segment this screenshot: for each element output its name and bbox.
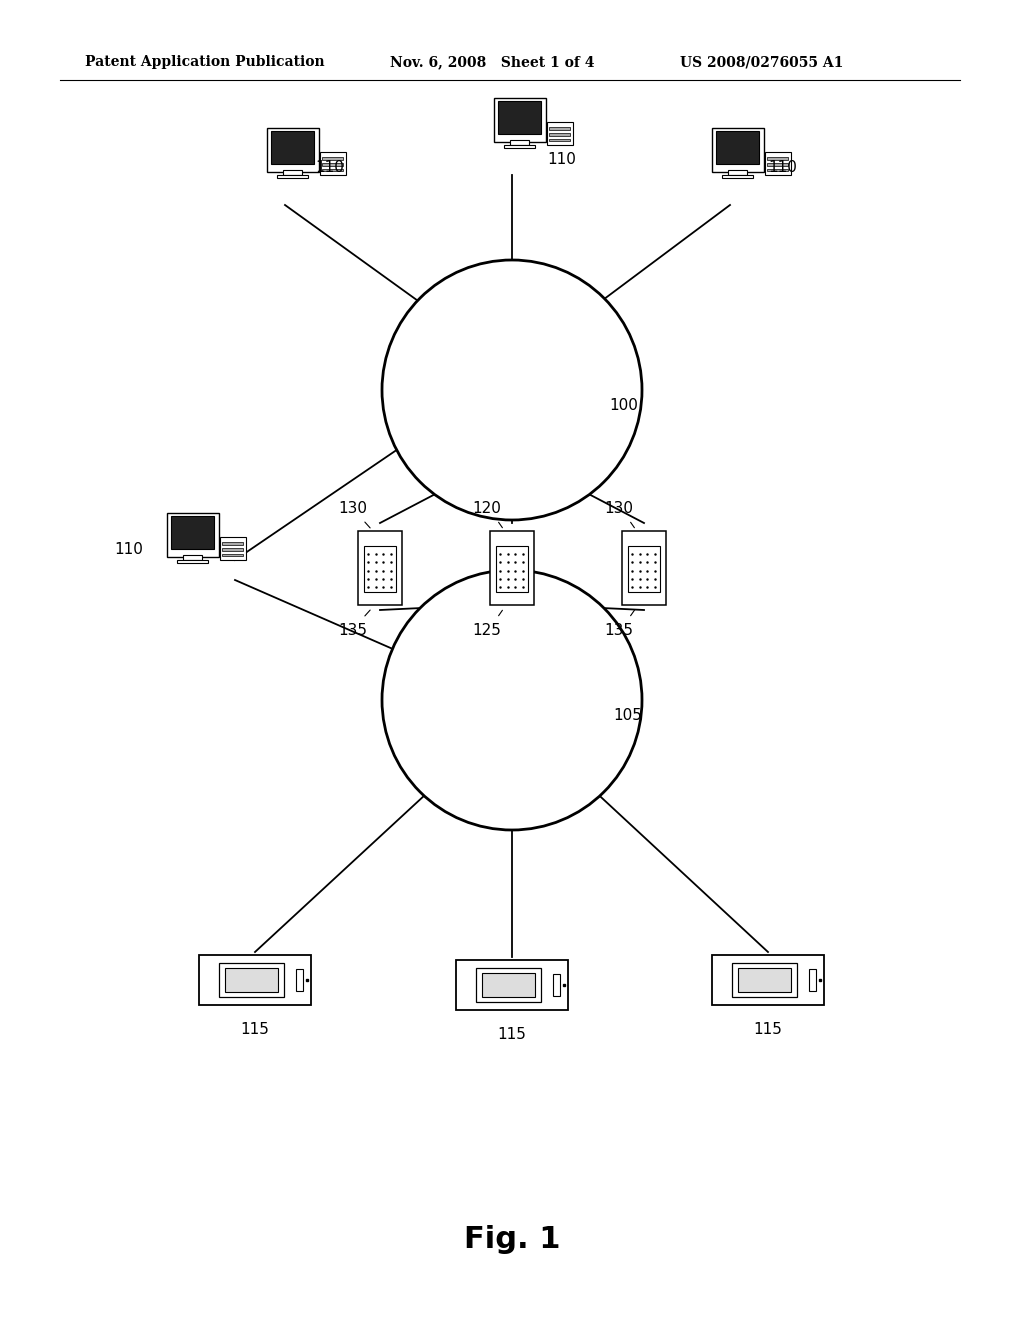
Circle shape xyxy=(382,570,642,830)
Bar xyxy=(219,962,285,998)
Text: 110: 110 xyxy=(547,153,575,168)
Bar xyxy=(728,170,746,176)
Text: 110: 110 xyxy=(768,160,797,174)
Bar xyxy=(767,157,788,160)
Bar xyxy=(177,560,209,562)
Bar xyxy=(504,145,536,148)
Bar xyxy=(323,164,343,166)
Bar xyxy=(323,169,343,172)
Bar xyxy=(358,531,401,605)
Bar xyxy=(510,140,528,145)
Bar xyxy=(550,128,570,131)
Text: 110: 110 xyxy=(114,543,143,557)
Bar xyxy=(225,968,279,991)
Bar xyxy=(629,545,659,591)
Bar xyxy=(476,968,542,1002)
Text: Nov. 6, 2008   Sheet 1 of 4: Nov. 6, 2008 Sheet 1 of 4 xyxy=(390,55,595,69)
Bar xyxy=(767,169,788,172)
Bar xyxy=(278,176,308,178)
Text: 110: 110 xyxy=(315,160,344,174)
Text: 135: 135 xyxy=(338,623,367,638)
Bar xyxy=(712,954,824,1006)
Bar xyxy=(271,131,314,165)
Bar xyxy=(222,548,244,550)
Bar xyxy=(183,554,202,560)
Bar xyxy=(220,537,246,560)
Bar xyxy=(623,531,666,605)
Bar xyxy=(199,954,311,1006)
Bar xyxy=(732,962,798,998)
Text: 130: 130 xyxy=(338,502,367,516)
Text: 105: 105 xyxy=(613,708,642,722)
Text: 125: 125 xyxy=(472,623,501,638)
Bar xyxy=(267,128,318,173)
Text: 115: 115 xyxy=(498,1027,526,1041)
Text: 115: 115 xyxy=(754,1022,782,1038)
Text: Fig. 1: Fig. 1 xyxy=(464,1225,560,1254)
Text: 100: 100 xyxy=(609,397,638,412)
Bar xyxy=(319,152,346,176)
Bar xyxy=(547,121,572,145)
Bar xyxy=(499,102,541,135)
Bar xyxy=(809,969,816,991)
Text: 115: 115 xyxy=(241,1022,269,1038)
Bar xyxy=(482,973,536,997)
Bar xyxy=(284,170,302,176)
Bar xyxy=(323,157,343,160)
Bar xyxy=(456,960,568,1011)
Bar xyxy=(550,133,570,136)
Text: Patent Application Publication: Patent Application Publication xyxy=(85,55,325,69)
Bar xyxy=(171,516,214,549)
Bar xyxy=(222,553,244,557)
Text: 135: 135 xyxy=(604,623,633,638)
Bar xyxy=(712,128,764,173)
Bar xyxy=(167,513,219,557)
Bar xyxy=(765,152,791,176)
Bar xyxy=(553,974,560,995)
Bar xyxy=(494,98,546,143)
Bar xyxy=(222,543,244,545)
Bar xyxy=(767,164,788,166)
Bar xyxy=(550,139,570,141)
Bar xyxy=(738,968,792,991)
Text: 130: 130 xyxy=(604,502,633,516)
Circle shape xyxy=(382,260,642,520)
Bar xyxy=(365,545,395,591)
Text: 120: 120 xyxy=(472,502,501,516)
Bar xyxy=(722,176,754,178)
Bar xyxy=(497,545,527,591)
Bar xyxy=(490,531,534,605)
Bar xyxy=(296,969,303,991)
Text: US 2008/0276055 A1: US 2008/0276055 A1 xyxy=(680,55,844,69)
Bar xyxy=(717,131,759,165)
